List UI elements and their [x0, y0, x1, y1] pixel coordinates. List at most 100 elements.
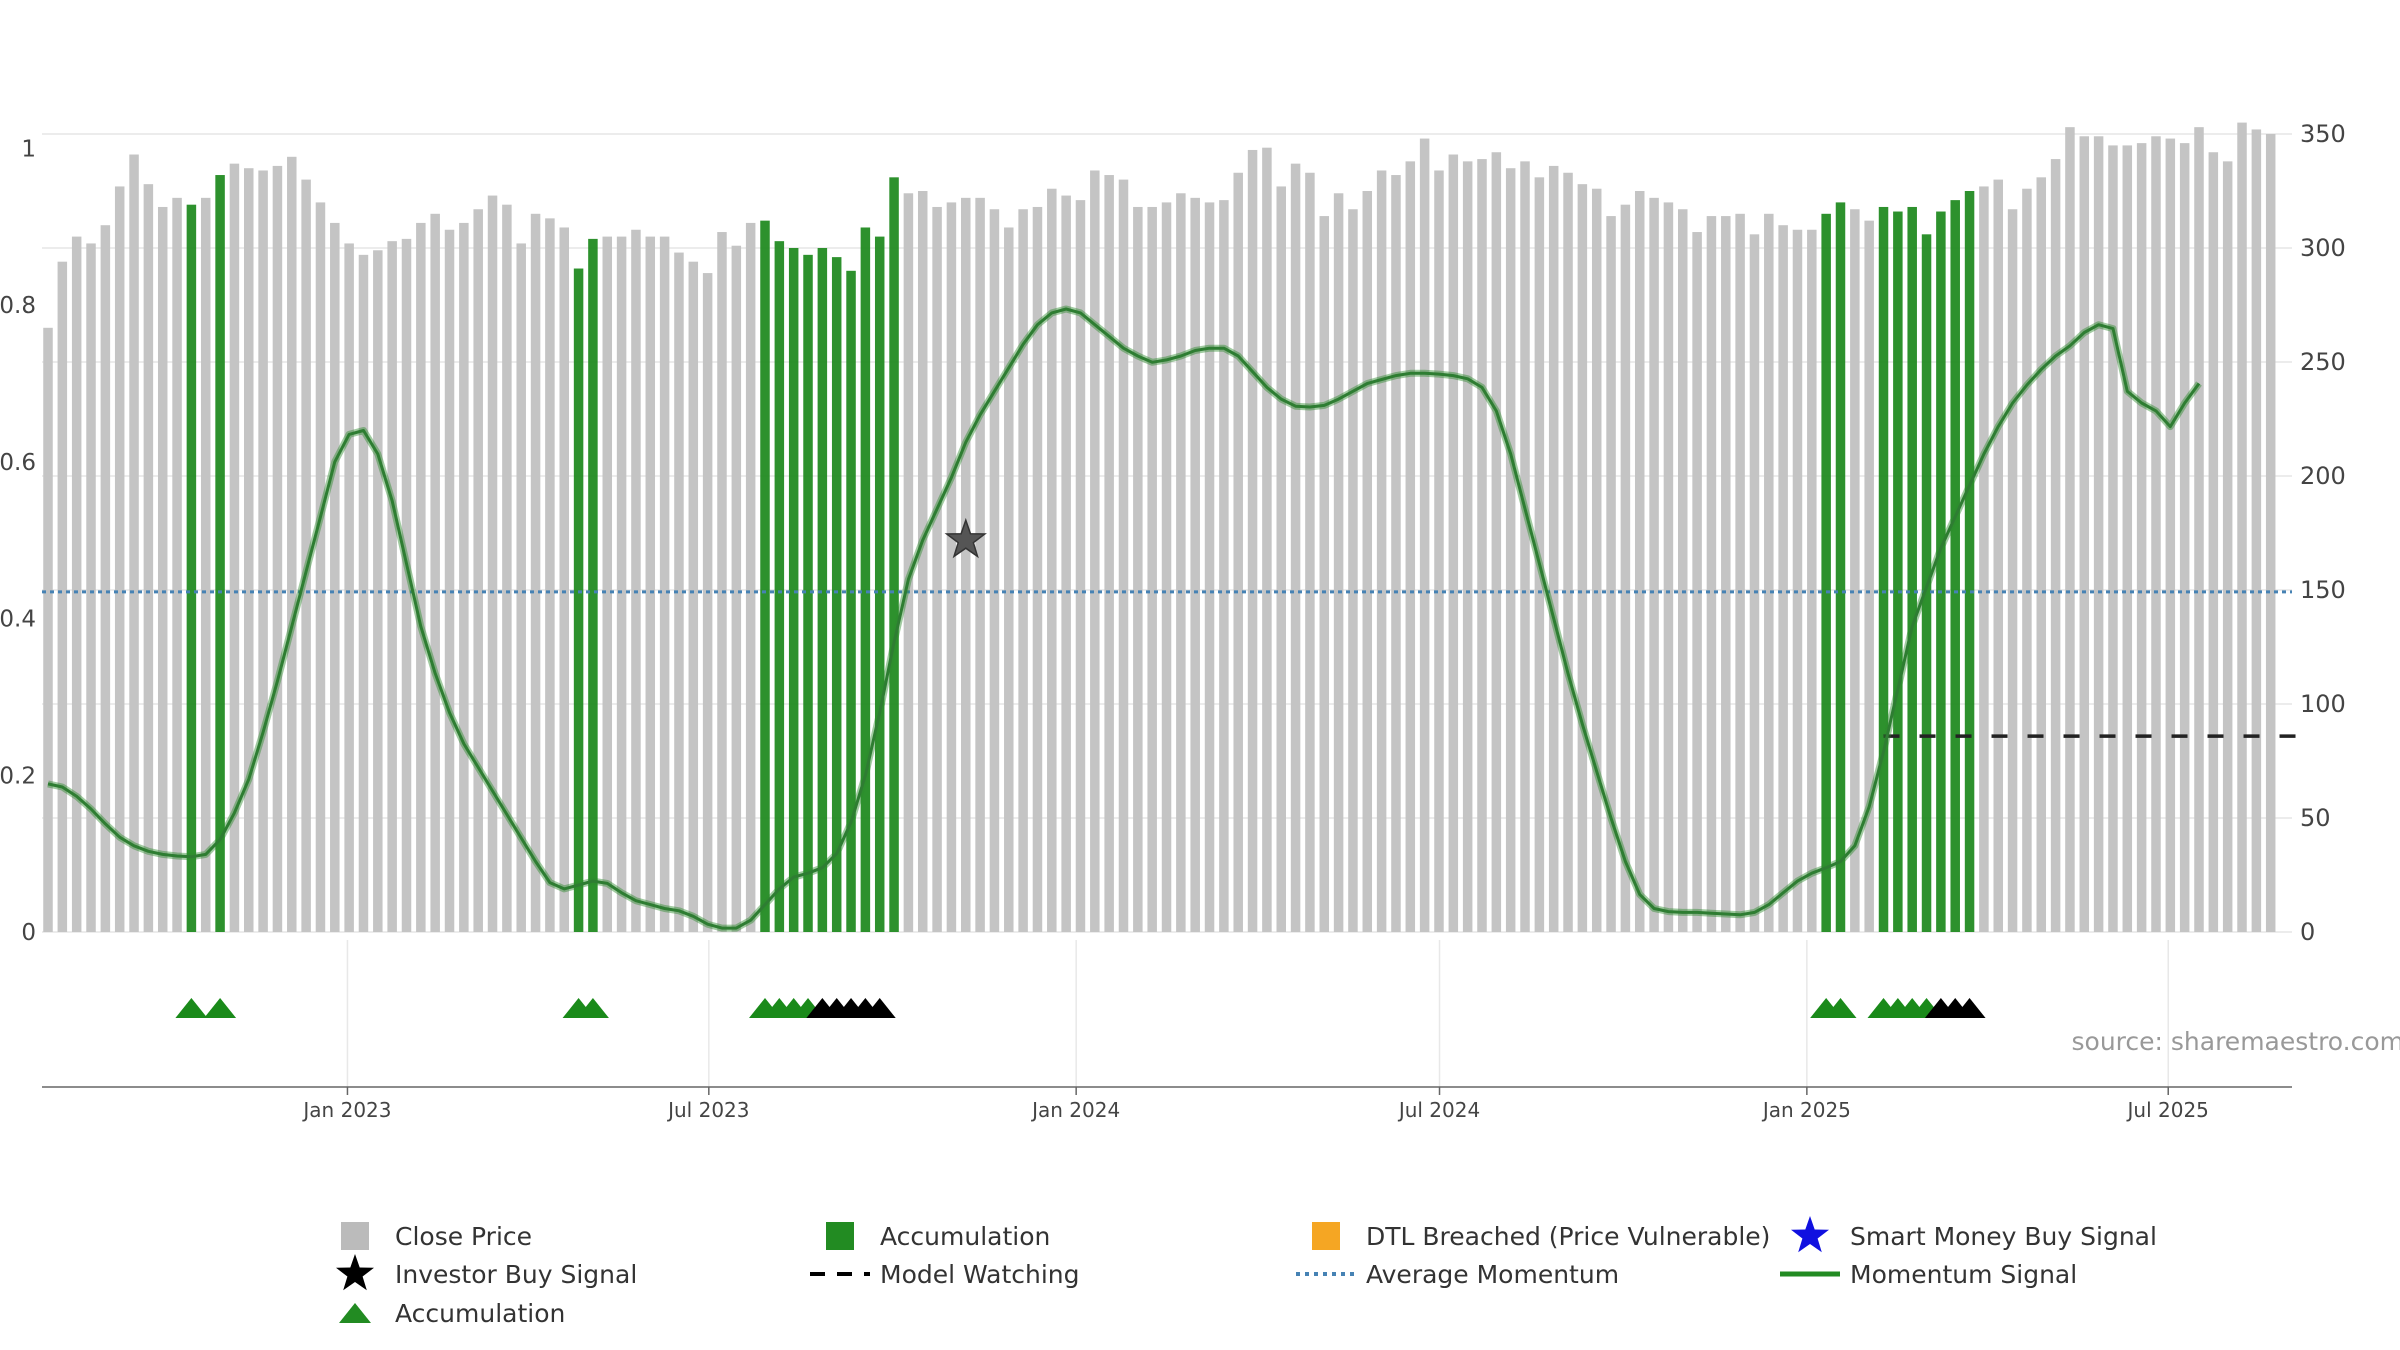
close-price-bar [1606, 216, 1616, 932]
legend-star-icon [336, 1254, 374, 1291]
close-price-bar [1190, 197, 1200, 933]
axes: 0 0.2 0.4 0.6 0.8 1 0 50 100 150 200 250 300 350 Jan 2… [0, 120, 2346, 1122]
right-axis-tick-label: 50 [2300, 804, 2331, 832]
close-price-bar [1563, 172, 1573, 932]
close-price-bar [1620, 204, 1631, 932]
close-price-bar [731, 245, 742, 933]
close-price-bar [1993, 179, 2003, 933]
close-price-bar [373, 250, 383, 932]
legend-label: Momentum Signal [1850, 1260, 2077, 1289]
close-price-bar [2208, 152, 2219, 933]
investor-buy-signal-star [944, 517, 987, 559]
close-price-bar [674, 252, 684, 932]
close-price-bar [100, 225, 111, 932]
close-price-bar [2079, 136, 2090, 932]
close-price-bar [1061, 195, 1071, 932]
close-price-bar [1219, 200, 1229, 932]
close-price-bar [315, 202, 326, 932]
close-price-bar [2165, 138, 2176, 932]
close-price-bar [545, 218, 555, 933]
left-axis-tick-label: 0.2 [0, 763, 36, 789]
close-price-bar [1032, 206, 1043, 932]
close-price-bar [287, 156, 297, 933]
close-price-bar [459, 222, 469, 933]
close-price-bar [1434, 170, 1444, 933]
signal-markers [175, 517, 1986, 1018]
momentum-signal-line [47, 307, 2201, 930]
accumulation-bar [1907, 206, 1917, 932]
close-price-bar [1133, 206, 1143, 932]
close-price-bar [1047, 188, 1057, 933]
investor-buy-marker [1953, 998, 1986, 1018]
close-price-bar [301, 179, 311, 933]
close-price-bar [430, 213, 440, 933]
close-price-bar [172, 197, 182, 933]
right-axis-tick-label: 0 [2300, 918, 2315, 946]
close-price-bar [1505, 168, 1516, 932]
close-price-bar [444, 229, 455, 932]
close-price-bar [932, 206, 942, 932]
left-axis-tick-label: 0.4 [0, 607, 36, 633]
close-price-bar [1548, 165, 1559, 933]
legend: Close Price Accumulation DTL Breached (Pri… [336, 1216, 2157, 1328]
close-price-bar [2065, 127, 2075, 932]
close-price-bar [530, 213, 541, 933]
close-price-bar [1591, 188, 1602, 933]
right-axis-tick-label: 250 [2300, 348, 2346, 376]
close-price-bar [1348, 209, 1358, 933]
right-axis-tick-label: 300 [2300, 234, 2346, 262]
close-price-bar [917, 191, 928, 932]
close-price-bar [2108, 145, 2118, 932]
close-price-bar [1090, 170, 1100, 933]
close-price-bar [702, 273, 713, 933]
close-price-bar [2237, 122, 2247, 933]
close-price-bar [2007, 209, 2018, 933]
close-price-bar [1735, 213, 1745, 933]
close-price-bar [1233, 172, 1243, 932]
close-price-bar [1721, 216, 1731, 932]
right-axis-tick-label: 350 [2300, 120, 2346, 148]
close-price-bar [258, 170, 268, 933]
close-price-bar [387, 241, 397, 932]
legend-label: DTL Breached (Price Vulnerable) [1366, 1222, 1770, 1251]
close-price-bar [1979, 186, 1989, 932]
close-price-bar [2122, 145, 2133, 932]
left-axis-tick-label: 1 [21, 136, 36, 162]
close-price-bar [645, 236, 656, 933]
close-price-bar [143, 184, 154, 932]
close-price-bar [1319, 216, 1330, 932]
legend-square-icon [826, 1222, 854, 1250]
close-price-bar [688, 261, 699, 932]
accumulation-bar [215, 175, 225, 933]
close-price-bar [903, 193, 914, 932]
legend-label: Accumulation [395, 1299, 565, 1328]
close-price-bar [1018, 209, 1028, 933]
close-price-bar [2022, 188, 2032, 933]
close-price-bar [502, 204, 512, 932]
accumulation-bar [186, 204, 197, 932]
accumulation-bar [774, 241, 785, 932]
close-price-bar [717, 232, 727, 933]
close-price-bar [1706, 216, 1717, 932]
close-price-bar [1161, 202, 1172, 932]
accumulation-marker [204, 998, 237, 1018]
accumulation-bar [1936, 211, 1946, 932]
close-price-bars [43, 122, 2276, 933]
close-price-bar [2050, 159, 2061, 932]
close-price-bar [57, 261, 68, 932]
close-price-bar [946, 202, 957, 932]
close-price-bar [631, 229, 641, 932]
close-price-bar [2194, 127, 2204, 932]
close-price-bar [1634, 191, 1645, 932]
close-price-bar [1462, 161, 1473, 933]
close-price-bar [2222, 161, 2233, 933]
close-price-bar [1577, 184, 1588, 932]
close-price-bar [1176, 193, 1186, 932]
close-price-bar [330, 222, 340, 933]
legend-label: Accumulation [880, 1222, 1050, 1251]
close-price-bar [1075, 200, 1086, 932]
legend-square-icon [1312, 1222, 1340, 1250]
close-price-bar [1104, 175, 1114, 933]
close-price-bar [1419, 138, 1430, 932]
